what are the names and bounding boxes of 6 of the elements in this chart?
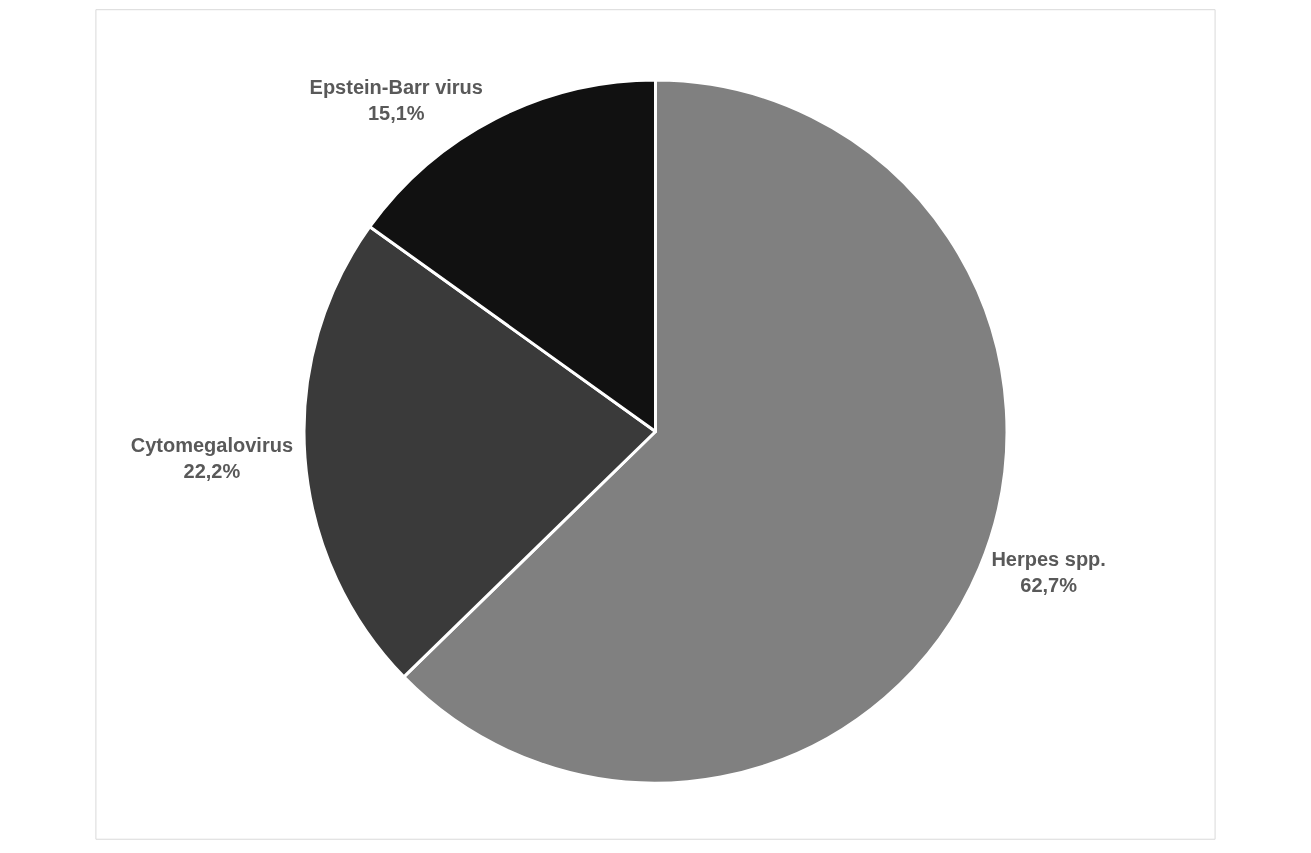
data-label: 62,7%: [1020, 573, 1078, 596]
data-label: 22,2%: [183, 460, 241, 483]
data-label: 15,1%: [367, 101, 425, 124]
slice-label: Herpes spp.: [991, 547, 1106, 570]
slice-label: Epstein-Barr virus: [309, 75, 483, 98]
slice-label: Cytomegalovirus: [130, 434, 293, 457]
